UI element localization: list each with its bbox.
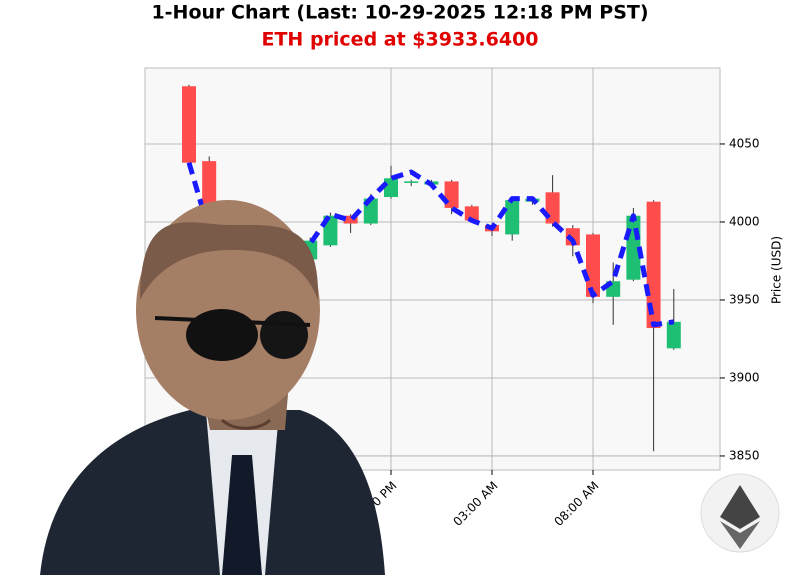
candle-body [666,321,681,349]
candle-body [404,181,419,183]
candle-body [343,215,358,224]
candle-body [586,234,600,297]
agent-illustration [40,200,385,575]
y-tick-label: 3950 [729,292,760,306]
x-tick-label: 03:00 AM [450,479,500,529]
y-tick-label: 3850 [729,448,760,462]
chart-subtitle: ETH priced at $3933.6400 [261,29,538,51]
y-tick-label: 3900 [729,370,760,384]
y-tick-label: 4050 [729,136,760,150]
y-tick-label: 4000 [729,214,760,228]
candle-body [464,206,479,221]
candle-body [384,178,398,198]
candle-body [505,200,520,235]
eth-logo [700,473,780,553]
x-tick-label: 08:00 AM [551,479,601,529]
y-axis-label: Price (USD) [770,236,784,304]
candle-body [646,201,661,329]
chart-title: 1-Hour Chart (Last: 10-29-2025 12:18 PM … [151,2,648,24]
candle-body [565,228,580,246]
candle-body [182,86,196,163]
